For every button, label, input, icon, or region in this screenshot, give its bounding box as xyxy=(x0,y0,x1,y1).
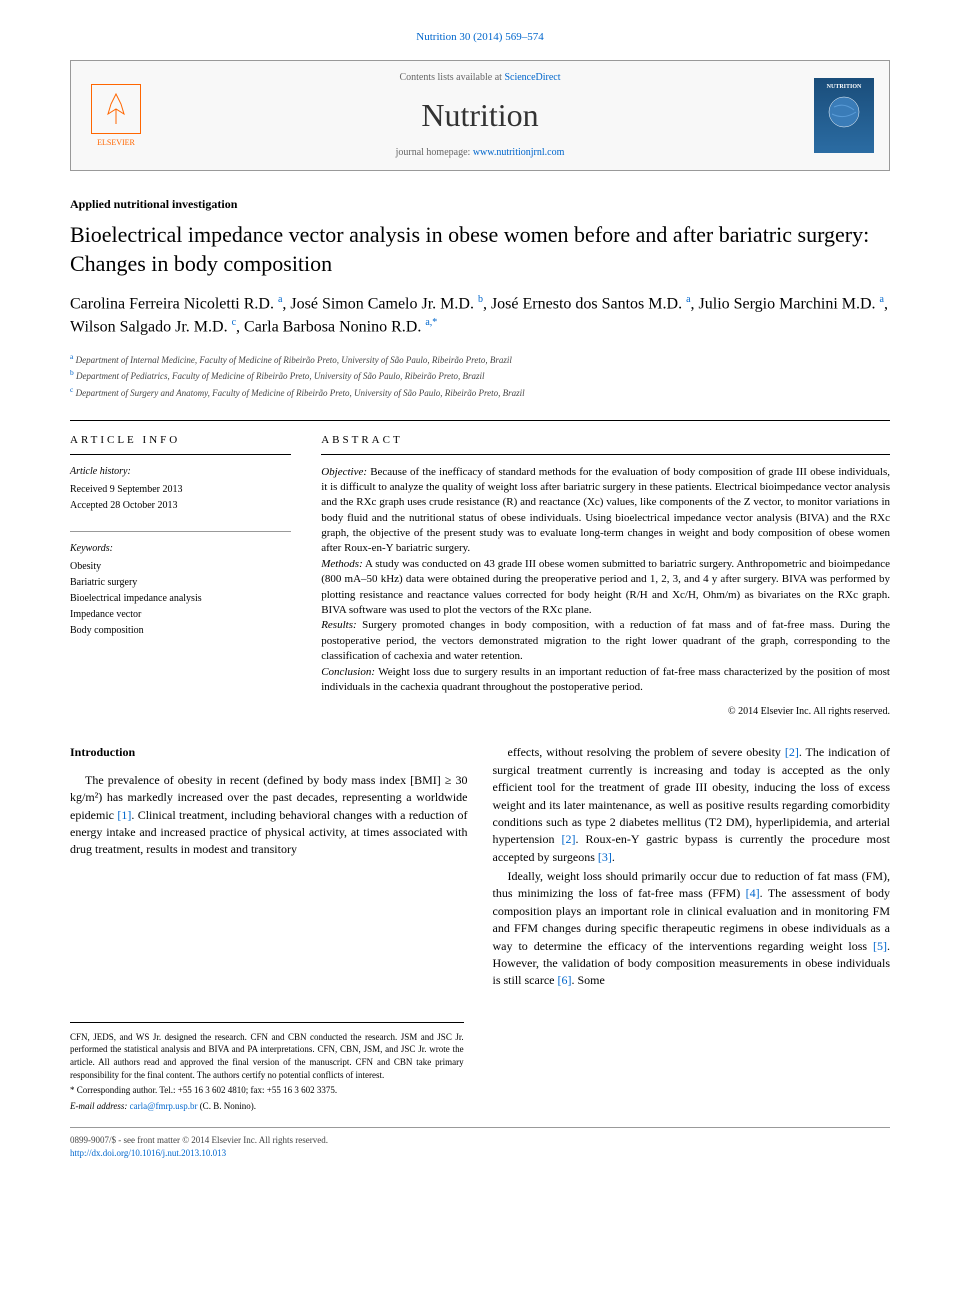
info-abstract-row: ARTICLE INFO Article history: Received 9… xyxy=(70,420,890,719)
cover-label: NUTRITION xyxy=(827,83,862,91)
authors-list: Carolina Ferreira Nicoletti R.D. a, José… xyxy=(70,293,890,338)
affiliation-line: b Department of Pediatrics, Faculty of M… xyxy=(70,367,890,384)
journal-citation: Nutrition 30 (2014) 569–574 xyxy=(70,30,890,45)
footnote-block: CFN, JEDS, and WS Jr. designed the resea… xyxy=(70,1022,464,1113)
keyword-item: Body composition xyxy=(70,624,291,638)
history-label: Article history: xyxy=(70,465,291,479)
doi-link[interactable]: http://dx.doi.org/10.1016/j.nut.2013.10.… xyxy=(70,1147,890,1160)
sciencedirect-link[interactable]: ScienceDirect xyxy=(504,72,560,83)
keyword-item: Bariatric surgery xyxy=(70,576,291,590)
keywords-list: Obesity Bariatric surgery Bioelectrical im… xyxy=(70,560,291,638)
intro-para-3: Ideally, weight loss should primarily oc… xyxy=(493,868,891,990)
abstract-text: Objective: Because of the inefficacy of … xyxy=(321,465,890,696)
methods-label: Methods: xyxy=(321,558,363,570)
issn-line: 0899-9007/$ - see front matter © 2014 El… xyxy=(70,1134,890,1147)
body-section: Introduction The prevalence of obesity i… xyxy=(70,744,890,991)
corresponding-author: * Corresponding author. Tel.: +55 16 3 6… xyxy=(70,1084,464,1097)
homepage-link[interactable]: www.nutritionjrnl.com xyxy=(473,147,565,158)
elsevier-logo[interactable]: ELSEVIER xyxy=(86,84,146,148)
homepage-line: journal homepage: www.nutritionjrnl.com xyxy=(146,146,814,160)
email-link[interactable]: carla@fmrp.usp.br xyxy=(130,1101,198,1111)
keyword-item: Impedance vector xyxy=(70,608,291,622)
intro-para-2: effects, without resolving the problem o… xyxy=(493,744,891,866)
footer-bar: 0899-9007/$ - see front matter © 2014 El… xyxy=(70,1127,890,1159)
abstract-header: ABSTRACT xyxy=(321,433,890,454)
affiliation-line: a Department of Internal Medicine, Facul… xyxy=(70,351,890,368)
objective-label: Objective: xyxy=(321,466,367,478)
affiliations: a Department of Internal Medicine, Facul… xyxy=(70,351,890,401)
methods-text: A study was conducted on 43 grade III ob… xyxy=(321,558,890,616)
elsevier-label: ELSEVIER xyxy=(97,138,135,147)
journal-cover-thumbnail[interactable]: NUTRITION xyxy=(814,78,874,153)
contents-prefix: Contents lists available at xyxy=(399,72,504,83)
body-right-column: effects, without resolving the problem o… xyxy=(493,744,891,991)
introduction-header: Introduction xyxy=(70,744,468,761)
results-label: Results: xyxy=(321,619,356,631)
contents-line: Contents lists available at ScienceDirec… xyxy=(146,71,814,85)
keyword-item: Obesity xyxy=(70,560,291,574)
keyword-item: Bioelectrical impedance analysis xyxy=(70,592,291,606)
conclusion-text: Weight loss due to surgery results in an… xyxy=(321,666,890,693)
keywords-label: Keywords: xyxy=(70,531,291,556)
article-info-column: ARTICLE INFO Article history: Received 9… xyxy=(70,433,291,719)
email-line: E-mail address: carla@fmrp.usp.br (C. B.… xyxy=(70,1100,464,1113)
email-suffix: (C. B. Nonino). xyxy=(197,1101,256,1111)
article-info-header: ARTICLE INFO xyxy=(70,433,291,454)
accepted-date: Accepted 28 October 2013 xyxy=(70,499,291,513)
objective-text: Because of the inefficacy of standard me… xyxy=(321,466,890,555)
abstract-column: ABSTRACT Objective: Because of the ineff… xyxy=(321,433,890,719)
author-contributions: CFN, JEDS, and WS Jr. designed the resea… xyxy=(70,1031,464,1081)
affiliation-line: c Department of Surgery and Anatomy, Fac… xyxy=(70,384,890,401)
header-center: Contents lists available at ScienceDirec… xyxy=(146,71,814,160)
results-text: Surgery promoted changes in body composi… xyxy=(321,619,890,662)
elsevier-tree-icon xyxy=(91,84,141,134)
email-label: E-mail address: xyxy=(70,1101,130,1111)
conclusion-label: Conclusion: xyxy=(321,666,375,678)
article-title: Bioelectrical impedance vector analysis … xyxy=(70,221,890,278)
article-type: Applied nutritional investigation xyxy=(70,196,890,213)
intro-para-1: The prevalence of obesity in recent (def… xyxy=(70,772,468,859)
journal-header-box: ELSEVIER Contents lists available at Sci… xyxy=(70,60,890,171)
abstract-copyright: © 2014 Elsevier Inc. All rights reserved… xyxy=(321,705,890,719)
received-date: Received 9 September 2013 xyxy=(70,483,291,497)
body-left-column: Introduction The prevalence of obesity i… xyxy=(70,744,468,991)
journal-title: Nutrition xyxy=(146,93,814,138)
homepage-prefix: journal homepage: xyxy=(396,147,473,158)
